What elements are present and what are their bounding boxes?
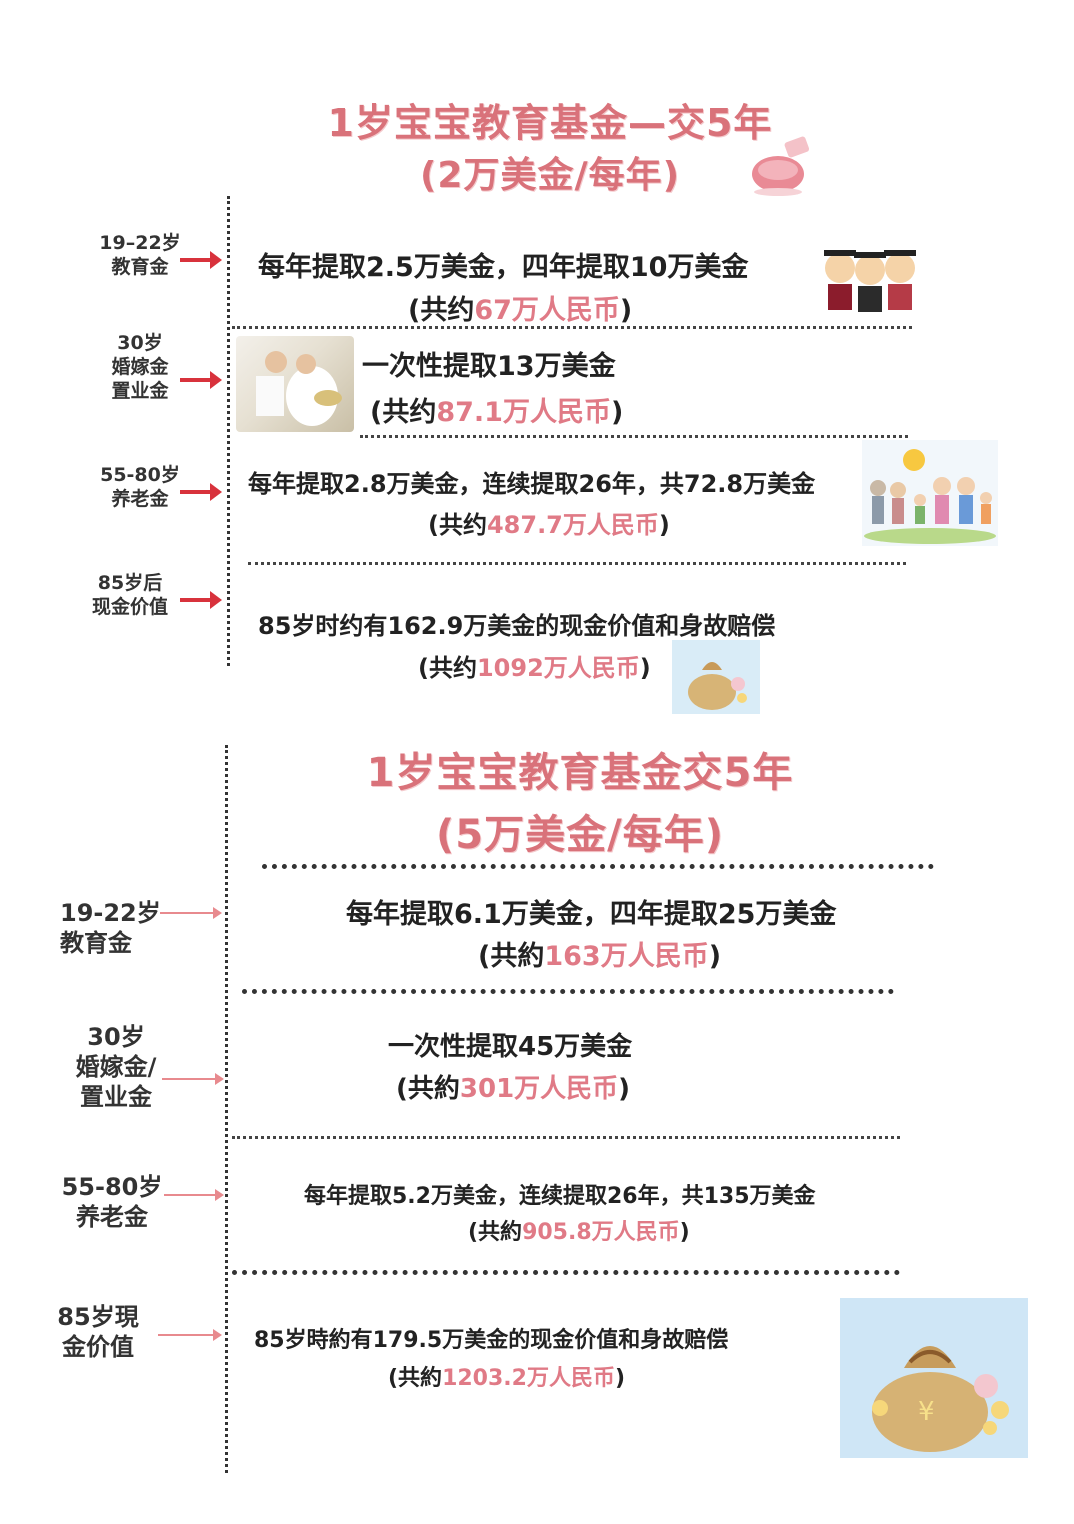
plan2-title-line1: 1岁宝宝教育基金交5年 [366,750,794,796]
money-bag-icon-large: ¥ [840,1298,1028,1458]
plan1-row2-age: 30岁 婚嫁金 置业金 [111,332,169,402]
plan1-row3-age: 55-80岁 养老金 [100,464,180,510]
plan2-row2-sub: (共約301万人民币) [396,1074,631,1104]
plan1-row3-sub: (共约487.7万人民币) [428,511,670,539]
plan1-divider-3 [248,562,906,565]
plan1-row2-arrow [180,371,222,389]
plan2-divider-3 [232,1270,900,1275]
wedding-photo [236,336,354,432]
plan2-row4-arrow [158,1329,222,1341]
plan2-row3-age: 55-80岁 养老金 [61,1173,163,1231]
plan2-row2-main: 一次性提取45万美金 [388,1032,633,1062]
plan1-row1-sub: (共约67万人民币) [408,295,633,326]
plan1-row4-main: 85岁时约有162.9万美金的现金价值和身故赔偿 [258,612,776,640]
money-bag-icon [672,640,760,714]
plan2-row4-age: 85岁現 金价值 [57,1303,139,1361]
family-icon [862,440,998,546]
plan2-title-line2: (5万美金/每年) [435,812,724,858]
plan2-row3-arrow [164,1189,224,1201]
plan1-timeline [227,196,230,666]
plan2-row2-age: 30岁 婚嫁金/ 置业金 [75,1023,157,1111]
plan1-row3-arrow [180,483,222,501]
plan1-row1-main: 每年提取2.5万美金，四年提取10万美金 [258,252,749,283]
plan1-row4-age: 85岁后 现金价值 [91,572,168,618]
plan2-divider-2 [232,1136,900,1139]
plan2-row1-arrow [160,907,222,919]
plan1-row2-main: 一次性提取13万美金 [362,351,616,382]
plan1-row4-sub: (共约1092万人民币) [418,654,651,682]
plan1-row4-arrow [180,591,222,609]
plan2-row4-sub: (共約1203.2万人民币) [388,1366,626,1391]
piggy-bank-icon [752,136,810,196]
plan2-divider-1 [242,989,894,994]
graduates-icon [824,250,916,312]
plan2-timeline [225,745,228,1473]
plan1-title-line1: 1岁宝宝教育基金—交5年 [327,101,773,145]
plan1-divider-2 [360,435,908,438]
plan2-row3-main: 每年提取5.2万美金，连续提取26年，共135万美金 [304,1184,816,1209]
plan2-row3-sub: (共約905.8万人民币) [468,1220,690,1245]
plan2-row2-arrow [162,1073,224,1085]
plan2-row1-sub: (共約163万人民币) [478,941,722,972]
plan1-row1-age: 19–22岁 教育金 [99,232,181,278]
plan2-row4-main: 85岁時約有179.5万美金的现金价值和身故赔偿 [254,1328,729,1353]
plan2-row1-main: 每年提取6.1万美金，四年提取25万美金 [346,899,837,930]
plan2-row1-age: 19-22岁 教育金 [60,899,161,957]
plan2-divider-0 [262,864,934,869]
plan1-row1-arrow [180,251,222,269]
plan1-row2-sub: (共约87.1万人民币) [370,397,624,428]
plan1-row3-main: 每年提取2.8万美金，连续提取26年，共72.8万美金 [248,470,816,498]
plan1-divider-1 [232,326,912,329]
svg-text:¥: ¥ [918,1397,935,1427]
plan1-title-line2: (2万美金/每年) [419,155,681,196]
